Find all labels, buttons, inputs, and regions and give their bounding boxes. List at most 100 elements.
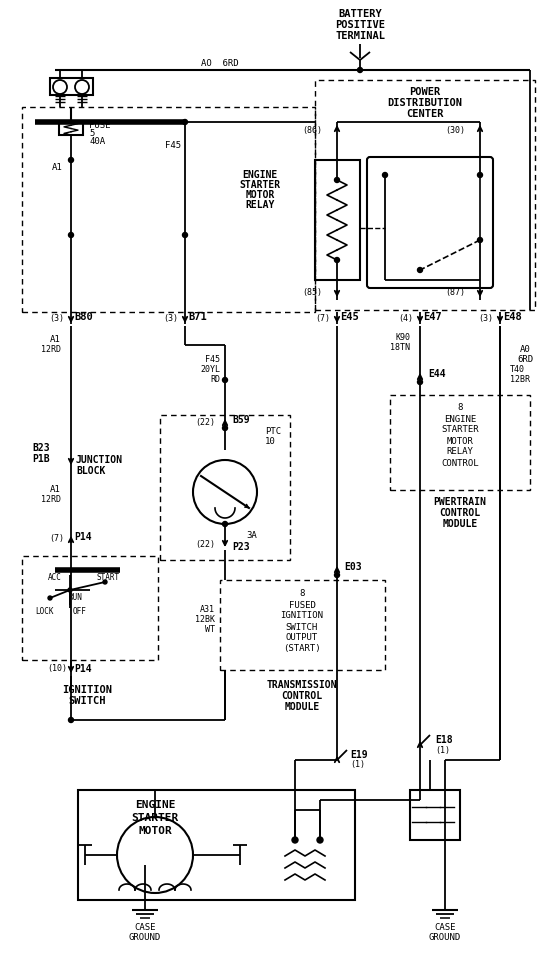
- Text: SWITCH: SWITCH: [68, 696, 106, 706]
- Text: A31: A31: [200, 605, 215, 615]
- Text: (7): (7): [50, 534, 64, 542]
- Text: A1: A1: [50, 336, 61, 345]
- Text: STARTER: STARTER: [441, 426, 479, 434]
- Text: E18: E18: [435, 735, 453, 745]
- Bar: [50, 78, 93, 95]
- Circle shape: [222, 377, 227, 382]
- Text: E45: E45: [340, 312, 359, 322]
- Text: E47: E47: [423, 312, 442, 322]
- Text: CONTROL: CONTROL: [440, 508, 481, 518]
- Text: B59: B59: [232, 415, 249, 425]
- Text: B23: B23: [32, 443, 50, 453]
- Text: BLOCK: BLOCK: [76, 466, 105, 476]
- Circle shape: [183, 120, 187, 124]
- Text: F45: F45: [205, 355, 220, 365]
- Bar: [315, 80, 535, 310]
- Circle shape: [382, 173, 388, 178]
- Text: ENGINE: ENGINE: [135, 800, 176, 810]
- Bar: [59, 122, 83, 135]
- Text: P14: P14: [74, 532, 92, 542]
- Circle shape: [68, 588, 72, 592]
- Text: F45: F45: [165, 141, 181, 150]
- Text: BATTERY: BATTERY: [338, 9, 382, 19]
- Text: E48: E48: [503, 312, 522, 322]
- Text: P23: P23: [232, 542, 249, 552]
- Circle shape: [69, 718, 73, 723]
- Text: FUSED: FUSED: [288, 600, 315, 610]
- Bar: [390, 395, 530, 490]
- Text: RUN: RUN: [68, 593, 82, 601]
- Text: START: START: [97, 573, 119, 583]
- Bar: [22, 107, 315, 312]
- Text: (1): (1): [435, 746, 450, 755]
- Circle shape: [183, 233, 187, 237]
- Text: WT: WT: [205, 625, 215, 635]
- Circle shape: [334, 572, 340, 577]
- Circle shape: [292, 837, 298, 843]
- Text: (4): (4): [399, 314, 414, 322]
- Circle shape: [69, 157, 73, 162]
- Circle shape: [477, 237, 483, 242]
- Text: E44: E44: [428, 369, 446, 379]
- Text: MOTOR: MOTOR: [245, 190, 275, 200]
- Text: POSITIVE: POSITIVE: [335, 20, 385, 30]
- Text: E19: E19: [350, 750, 368, 760]
- Circle shape: [317, 837, 323, 843]
- Text: T40: T40: [510, 366, 525, 374]
- Text: RELAY: RELAY: [447, 448, 474, 456]
- Text: AO  6RD: AO 6RD: [201, 60, 239, 69]
- Text: 12BR: 12BR: [510, 375, 530, 384]
- Text: B71: B71: [188, 312, 207, 322]
- Bar: [78, 790, 355, 900]
- Circle shape: [48, 596, 52, 600]
- Text: ACC: ACC: [48, 573, 62, 583]
- Circle shape: [334, 178, 340, 182]
- Text: K90: K90: [395, 334, 410, 343]
- Text: OFF: OFF: [73, 608, 87, 617]
- Bar: [22, 556, 158, 660]
- Text: (86): (86): [302, 125, 322, 134]
- Text: (85): (85): [302, 288, 322, 296]
- Text: (22): (22): [195, 540, 215, 549]
- Text: OUTPUT: OUTPUT: [286, 633, 318, 643]
- Text: (1): (1): [350, 760, 365, 769]
- Text: MODULE: MODULE: [442, 519, 477, 529]
- Bar: [220, 580, 385, 670]
- Text: 3A: 3A: [247, 531, 258, 539]
- Text: RELAY: RELAY: [245, 200, 275, 210]
- Circle shape: [477, 173, 483, 178]
- Bar: [410, 790, 460, 840]
- Text: PTC: PTC: [265, 427, 281, 436]
- Text: GROUND: GROUND: [129, 933, 161, 943]
- Text: (10): (10): [47, 664, 67, 673]
- Text: LOCK: LOCK: [36, 608, 54, 617]
- Bar: [160, 415, 290, 560]
- Text: STARTER: STARTER: [239, 180, 281, 190]
- Text: P14: P14: [74, 664, 92, 674]
- Text: JUNCTION: JUNCTION: [76, 455, 123, 465]
- Text: 10: 10: [265, 437, 276, 447]
- Circle shape: [417, 267, 422, 272]
- Text: (3): (3): [478, 314, 494, 322]
- Text: MODULE: MODULE: [285, 702, 320, 712]
- Text: TRANSMISSION: TRANSMISSION: [267, 680, 338, 690]
- Text: GROUND: GROUND: [429, 933, 461, 943]
- Circle shape: [69, 233, 73, 237]
- Circle shape: [417, 379, 422, 384]
- Bar: [315, 160, 360, 280]
- Text: 18TN: 18TN: [390, 344, 410, 352]
- Text: 12RD: 12RD: [41, 495, 61, 505]
- Text: (3): (3): [50, 314, 64, 322]
- Text: B80: B80: [74, 312, 93, 322]
- Text: 12RD: 12RD: [41, 345, 61, 354]
- Text: A1: A1: [52, 163, 63, 173]
- Text: 12BK: 12BK: [195, 616, 215, 624]
- Text: FUSE: FUSE: [89, 122, 111, 130]
- Text: IGNITION: IGNITION: [280, 612, 323, 620]
- Text: DISTRIBUTION: DISTRIBUTION: [388, 98, 462, 108]
- Text: PWERTRAIN: PWERTRAIN: [434, 497, 487, 507]
- Text: (7): (7): [315, 314, 330, 322]
- Text: (START): (START): [283, 645, 321, 653]
- Text: (87): (87): [445, 288, 465, 296]
- Text: CENTER: CENTER: [406, 109, 444, 119]
